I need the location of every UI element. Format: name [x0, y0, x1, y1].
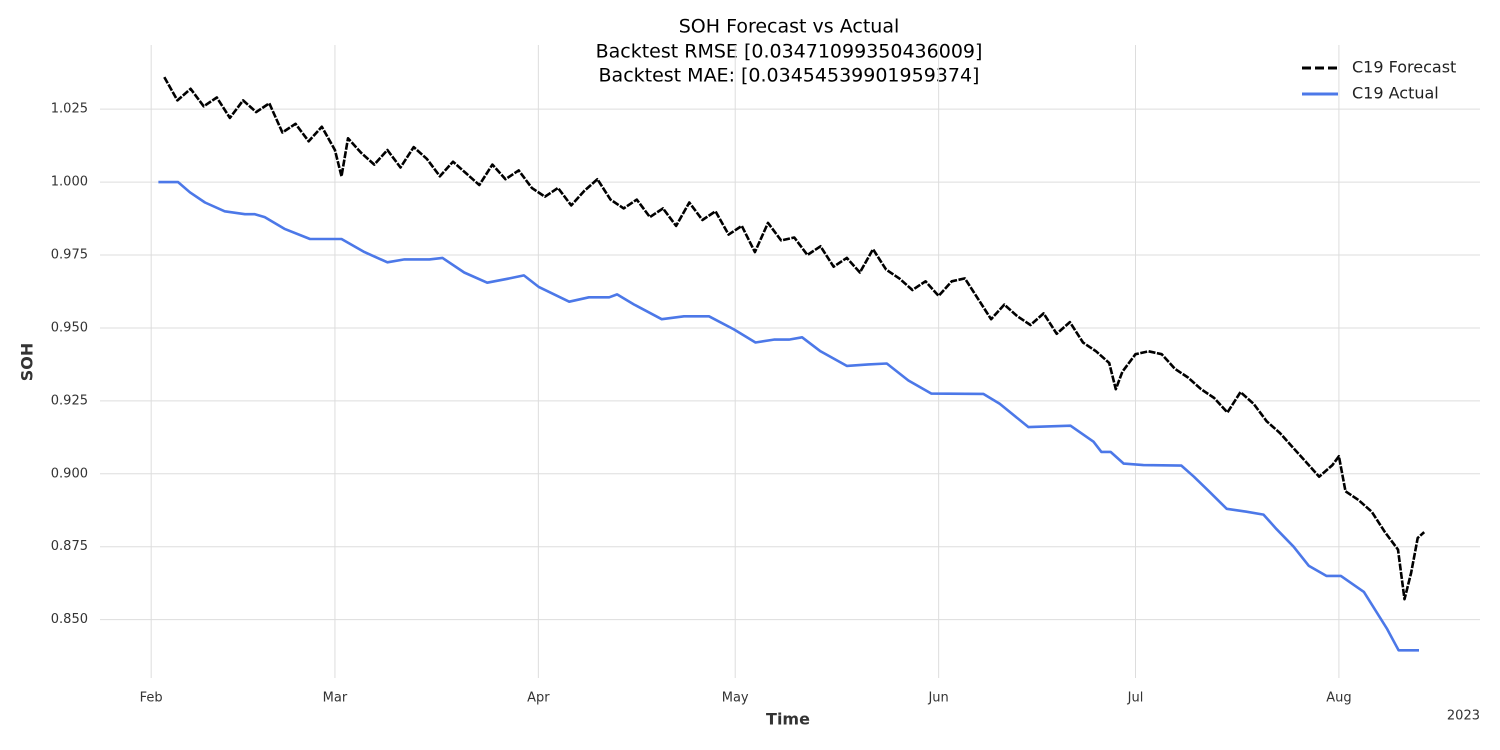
legend-label: C19 Forecast	[1352, 58, 1456, 77]
y-tick-label: 0.850	[51, 612, 88, 627]
chart-title: SOH Forecast vs Actual	[679, 16, 900, 38]
x-tick-label: Aug	[1326, 691, 1351, 706]
x-offset-label: 2023	[1447, 709, 1480, 724]
x-tick-label: Jul	[1127, 691, 1144, 706]
y-tick-label: 0.975	[51, 248, 88, 263]
y-axis-label: SOH	[18, 343, 37, 382]
y-tick-label: 0.900	[51, 466, 88, 481]
legend-label: C19 Actual	[1352, 84, 1439, 103]
y-tick-label: 0.875	[51, 539, 88, 554]
series-line	[163, 76, 1426, 601]
x-tick-label: Mar	[323, 691, 348, 706]
chart-subtitle: Backtest RMSE [0.03471099350436009]	[596, 41, 983, 63]
x-tick-label: Feb	[140, 691, 163, 706]
x-tick-label: Apr	[527, 691, 550, 706]
chart-subtitle: Backtest MAE: [0.03454539901959374]	[599, 65, 980, 87]
x-tick-label: Jun	[927, 691, 948, 706]
grid	[100, 45, 1480, 678]
series-line	[158, 180, 1419, 652]
y-tick-label: 0.950	[51, 320, 88, 335]
y-tick-label: 1.025	[51, 102, 88, 117]
x-tick-label: May	[722, 691, 749, 706]
y-tick-label: 1.000	[51, 175, 88, 190]
x-axis-label: Time	[766, 710, 810, 729]
y-tick-label: 0.925	[51, 393, 88, 408]
